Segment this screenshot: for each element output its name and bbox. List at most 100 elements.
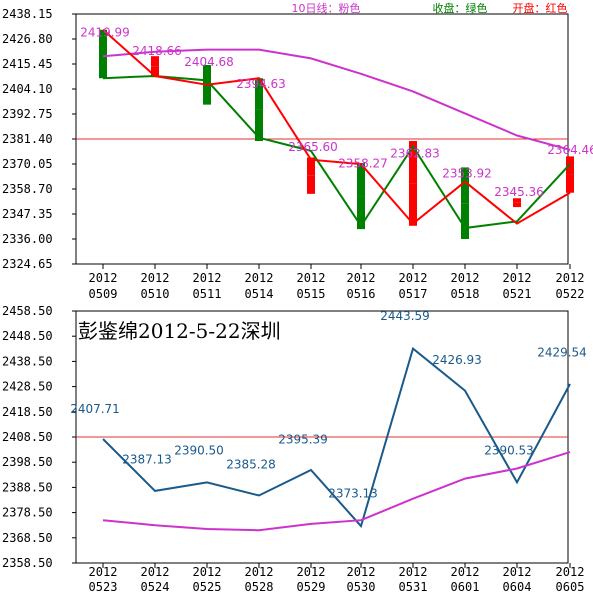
y-tick-label: 2324.65 bbox=[2, 257, 53, 271]
candle-red-segment bbox=[203, 84, 211, 105]
y-tick-label: 2438.15 bbox=[2, 7, 53, 21]
x-tick-year: 2012 bbox=[193, 271, 222, 285]
x-tick-year: 2012 bbox=[141, 271, 170, 285]
series-ma-line bbox=[102, 451, 571, 532]
data-label: 2394.63 bbox=[236, 77, 286, 91]
chart-title: 彭鉴绵2012-5-22深圳 bbox=[78, 319, 281, 343]
data-label: 2364.46 bbox=[547, 143, 593, 157]
x-tick-year: 2012 bbox=[503, 271, 532, 285]
data-label: 2429.54 bbox=[537, 345, 587, 359]
y-tick-label: 2388.50 bbox=[2, 480, 53, 494]
legend: 10日线：粉色 收盘：绿色 开盘：红色 bbox=[292, 1, 568, 15]
candle-green-segment bbox=[357, 163, 365, 197]
y-tick-label: 2426.80 bbox=[2, 32, 53, 46]
series-open-line bbox=[102, 28, 571, 225]
x-tick-year: 2012 bbox=[451, 271, 480, 285]
candle-red-segment bbox=[99, 53, 107, 79]
data-label: 2385.28 bbox=[226, 458, 276, 472]
y-tick-label: 2448.50 bbox=[2, 329, 53, 343]
x-tick-date: 0516 bbox=[347, 287, 376, 301]
line-panel: 彭鉴绵2012-5-22深圳 2458.50 2448.50 2438.50 2428… bbox=[2, 304, 587, 593]
x-tick-date: 0524 bbox=[141, 580, 170, 593]
data-label: 2362.83 bbox=[390, 147, 440, 161]
x-tick-year: 2012 bbox=[556, 565, 585, 579]
x-tick-date: 0530 bbox=[347, 580, 376, 593]
x-tick-year: 2012 bbox=[556, 271, 585, 285]
x-tick-year: 2012 bbox=[347, 565, 376, 579]
candle-red-segment bbox=[566, 174, 574, 193]
candlestick-panel: 10日线：粉色 收盘：绿色 开盘：红色 2438.15 2426.80 2415.45 2… bbox=[2, 1, 593, 301]
candle-red-segment bbox=[513, 202, 521, 208]
candle-red-segment bbox=[409, 183, 417, 226]
x-tick-date: 0525 bbox=[193, 580, 222, 593]
x-tick-date: 0514 bbox=[245, 287, 274, 301]
data-label: 2418.66 bbox=[132, 44, 182, 58]
data-label: 2353.92 bbox=[442, 166, 492, 180]
data-label: 2443.59 bbox=[380, 309, 430, 323]
y-tick-label: 2392.75 bbox=[2, 107, 53, 121]
candle-red-segment bbox=[357, 196, 365, 230]
legend-item: 收盘：绿色 bbox=[433, 1, 488, 15]
x-tick-date: 0529 bbox=[297, 580, 326, 593]
x-tick-date: 0531 bbox=[399, 580, 428, 593]
candle-green-segment bbox=[151, 56, 159, 67]
x-tick-year: 2012 bbox=[399, 271, 428, 285]
x-tick-date: 0521 bbox=[503, 287, 532, 301]
x-tick-year: 2012 bbox=[193, 565, 222, 579]
y-tick-label: 2368.50 bbox=[2, 531, 53, 545]
legend-item: 10日线：粉色 bbox=[292, 1, 361, 15]
y-tick-label: 2398.50 bbox=[2, 455, 53, 469]
data-label: 2373.13 bbox=[328, 486, 378, 500]
x-tick-date: 0601 bbox=[451, 580, 480, 593]
y-tick-label: 2378.50 bbox=[2, 506, 53, 520]
legend-item: 开盘：红色 bbox=[513, 1, 568, 15]
x-tick-date: 0517 bbox=[399, 287, 428, 301]
candle-red-segment bbox=[255, 109, 263, 141]
candle-red-segment bbox=[151, 66, 159, 78]
x-tick-year: 2012 bbox=[399, 565, 428, 579]
data-label: 2365.60 bbox=[288, 140, 338, 154]
x-tick-date: 0515 bbox=[297, 287, 326, 301]
x-tick-date: 0528 bbox=[245, 580, 274, 593]
y-tick-label: 2336.00 bbox=[2, 232, 53, 246]
series-close-line bbox=[102, 74, 571, 230]
x-tick-date: 0523 bbox=[89, 580, 118, 593]
y-tick-label: 2428.50 bbox=[2, 380, 53, 394]
x-tick-year: 2012 bbox=[89, 565, 118, 579]
x-tick-year: 2012 bbox=[347, 271, 376, 285]
y-tick-label: 2418.50 bbox=[2, 405, 53, 419]
candle-green-segment bbox=[99, 29, 107, 54]
series-ma10-line bbox=[102, 48, 571, 151]
x-tick-date: 0522 bbox=[556, 287, 585, 301]
x-tick-date: 0511 bbox=[193, 287, 222, 301]
data-label: 2407.71 bbox=[70, 402, 120, 416]
data-label: 2345.36 bbox=[494, 185, 544, 199]
candle-green-segment bbox=[307, 157, 315, 176]
candle-red-segment bbox=[461, 203, 469, 239]
y-tick-label: 2381.40 bbox=[2, 132, 53, 146]
y-tick-label: 2408.50 bbox=[2, 430, 53, 444]
y-tick-label: 2458.50 bbox=[2, 304, 53, 318]
data-label: 2390.53 bbox=[484, 444, 534, 458]
y-tick-label: 2415.45 bbox=[2, 57, 53, 71]
x-tick-year: 2012 bbox=[245, 565, 274, 579]
data-label: 2390.50 bbox=[174, 444, 224, 458]
candle-green-segment bbox=[255, 78, 263, 110]
x-tick-year: 2012 bbox=[451, 565, 480, 579]
x-tick-year: 2012 bbox=[245, 271, 274, 285]
data-label: 2419.99 bbox=[80, 25, 130, 39]
candle-green-segment bbox=[203, 64, 211, 85]
x-tick-date: 0509 bbox=[89, 287, 118, 301]
x-tick-date: 0605 bbox=[556, 580, 585, 593]
x-tick-year: 2012 bbox=[297, 271, 326, 285]
y-tick-label: 2347.35 bbox=[2, 207, 53, 221]
x-tick-year: 2012 bbox=[141, 565, 170, 579]
y-tick-label: 2404.10 bbox=[2, 82, 53, 96]
x-tick-date: 0604 bbox=[503, 580, 532, 593]
x-tick-year: 2012 bbox=[89, 271, 118, 285]
candle-red-segment bbox=[307, 175, 315, 194]
data-label: 2404.68 bbox=[184, 55, 234, 69]
y-tick-label: 2438.50 bbox=[2, 354, 53, 368]
data-label: 2426.93 bbox=[432, 353, 482, 367]
